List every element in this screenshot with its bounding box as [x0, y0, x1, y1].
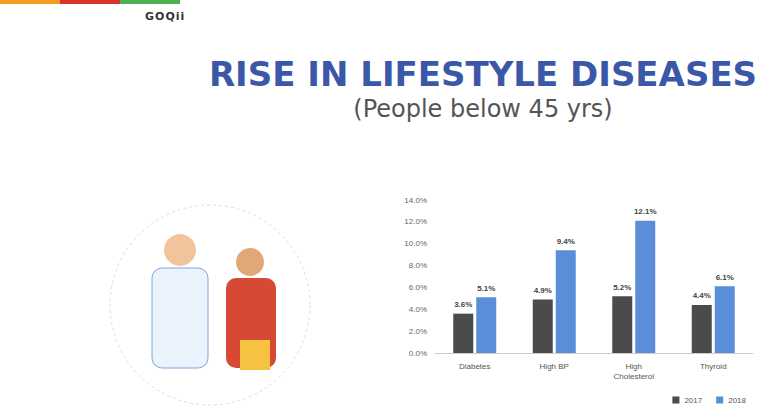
svg-text:14.0%: 14.0% [404, 196, 427, 205]
svg-text:2.0%: 2.0% [409, 327, 427, 336]
svg-text:9.4%: 9.4% [557, 237, 575, 246]
svg-text:8.0%: 8.0% [409, 261, 427, 270]
svg-text:Thyroid: Thyroid [700, 362, 727, 371]
svg-text:3.6%: 3.6% [454, 300, 472, 309]
svg-text:4.4%: 4.4% [693, 291, 711, 300]
svg-text:RISE IN LIFESTYLE DISEASES: RISE IN LIFESTYLE DISEASES [209, 54, 757, 94]
svg-text:2017: 2017 [684, 396, 702, 405]
svg-text:12.1%: 12.1% [634, 207, 657, 216]
svg-text:10.0%: 10.0% [404, 239, 427, 248]
svg-text:6.0%: 6.0% [409, 283, 427, 292]
svg-text:5.1%: 5.1% [477, 284, 495, 293]
html-text:GOQii: GOQii [145, 10, 186, 23]
svg-text:6.1%: 6.1% [716, 273, 734, 282]
svg-text:4.9%: 4.9% [534, 286, 552, 295]
svg-text:High BP: High BP [540, 362, 569, 371]
svg-text:0.0%: 0.0% [409, 349, 427, 358]
svg-text:High: High [626, 362, 642, 371]
svg-text:Diabetes: Diabetes [459, 362, 491, 371]
svg-text:4.0%: 4.0% [409, 305, 427, 314]
svg-text:12.0%: 12.0% [404, 217, 427, 226]
svg-text:2018: 2018 [728, 396, 746, 405]
svg-text:5.2%: 5.2% [613, 283, 631, 292]
svg-text:(People below 45 yrs): (People below 45 yrs) [353, 95, 612, 123]
svg-text:Cholesterol: Cholesterol [614, 372, 655, 381]
